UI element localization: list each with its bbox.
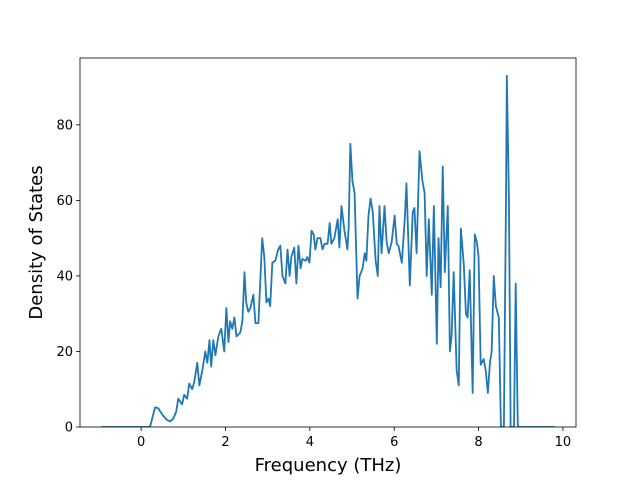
y-tick-label: 20 [56,345,73,360]
y-tick-label: 60 [56,194,73,209]
y-tick-label: 40 [56,269,73,284]
x-tick-label: 6 [390,435,398,450]
x-tick-label: 10 [555,435,572,450]
x-tick-label: 2 [221,435,229,450]
y-tick-label: 0 [65,421,73,436]
x-axis-label: Frequency (THz) [255,455,402,476]
data-line [101,74,555,427]
plot-frame [79,57,577,428]
y-tick-label: 80 [56,118,73,133]
x-tick-label: 8 [474,435,482,450]
x-tick-label: 0 [137,435,145,450]
y-axis-label: Density of States [26,165,47,319]
x-tick-label: 4 [306,435,314,450]
